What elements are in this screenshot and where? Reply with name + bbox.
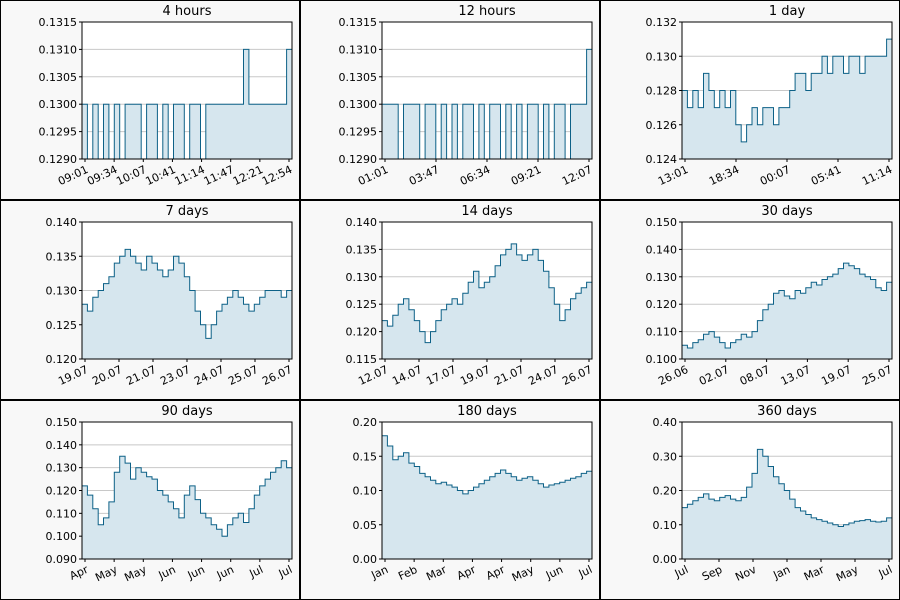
- y-tick-label: 0.128: [646, 85, 678, 98]
- y-tick-label: 0.120: [346, 326, 378, 339]
- chart-title: 30 days: [761, 204, 813, 219]
- chart-panel: 12 hours 0.1290 0.1295 0.1300 0.1305 0.1310 0.…: [300, 0, 600, 200]
- y-tick-label: 0.15: [353, 450, 378, 463]
- y-tick-label: 0.120: [46, 353, 78, 366]
- series-area: [682, 39, 892, 159]
- y-tick-label: 0.1300: [39, 98, 78, 111]
- series-line: [82, 455, 293, 537]
- y-tick-label: 0.130: [46, 285, 78, 298]
- chart-title: 180 days: [457, 404, 517, 419]
- y-tick-label: 0.1310: [339, 43, 378, 56]
- series-line: [382, 243, 593, 344]
- chart-title: 14 days: [461, 204, 513, 219]
- y-tick-label: 0.130: [46, 462, 78, 475]
- chart-title: 12 hours: [458, 4, 515, 19]
- y-tick-label: 0.124: [646, 153, 678, 166]
- y-tick-label: 0.110: [46, 507, 78, 520]
- y-tick-label: 0.125: [346, 298, 378, 311]
- series-area: [82, 249, 292, 359]
- y-tick-label: 0.140: [46, 439, 78, 452]
- y-tick-label: 0.110: [646, 326, 678, 339]
- y-tick-label: 0.140: [346, 216, 378, 229]
- y-tick-label: 0.115: [346, 353, 378, 366]
- x-tick-label: Jul: [576, 563, 594, 581]
- y-tick-label: 0.20: [653, 485, 678, 498]
- series-area: [382, 243, 592, 359]
- y-tick-label: 0.1305: [339, 71, 378, 84]
- y-tick-label: 0.1315: [39, 16, 78, 29]
- y-tick-label: 0.05: [353, 519, 378, 532]
- x-tick-label: Jul: [672, 563, 690, 581]
- y-tick-label: 0.100: [46, 530, 78, 543]
- series-area: [82, 456, 292, 559]
- chart-title: 7 days: [165, 204, 208, 219]
- chart-panel: 30 days0.1000.1100.1200.1300.1400.15026.…: [600, 200, 900, 400]
- series-area: [382, 49, 592, 159]
- y-tick-label: 0.150: [46, 416, 78, 429]
- y-tick-label: 0.1290: [339, 153, 378, 166]
- y-tick-label: 0.1290: [39, 153, 78, 166]
- y-tick-label: 0.1310: [39, 43, 78, 56]
- y-tick-label: 0.10: [653, 519, 678, 532]
- y-tick-label: 0.40: [653, 416, 678, 429]
- y-tick-label: 0.130: [346, 271, 378, 284]
- y-tick-label: 0.120: [46, 485, 78, 498]
- y-tick-label: 0.150: [646, 216, 678, 229]
- series-line: [682, 448, 893, 527]
- chart-panel: 14 days0.1150.1200.1250.1300.1350.14012.…: [300, 200, 600, 400]
- y-tick-label: 0.135: [46, 250, 78, 263]
- y-tick-label: 0.30: [653, 450, 678, 463]
- chart-title: 360 days: [757, 404, 817, 419]
- y-tick-label: 0.1305: [39, 71, 78, 84]
- chart-title: 4 hours: [163, 4, 212, 19]
- x-tick-label: Jul: [276, 563, 294, 581]
- y-tick-label: 0.10: [353, 485, 378, 498]
- series-line: [682, 38, 892, 143]
- series-line: [382, 435, 593, 495]
- y-tick-label: 0.120: [646, 298, 678, 311]
- chart-title: 1 day: [769, 4, 806, 19]
- y-tick-label: 0.1300: [339, 98, 378, 111]
- series-area: [682, 263, 892, 359]
- y-tick-label: 0.135: [346, 243, 378, 256]
- y-tick-label: 0.1295: [339, 126, 378, 139]
- chart-panel: 90 days 0.090 0.100 0.110 0.120 0.130 0.140 0.1…: [0, 400, 300, 600]
- y-tick-label: 0.00: [653, 553, 678, 566]
- y-tick-label: 0.132: [646, 16, 678, 29]
- chart-title: 90 days: [161, 404, 213, 419]
- y-tick-label: 0.130: [646, 50, 678, 63]
- series-area: [382, 435, 592, 559]
- series-area: [682, 449, 892, 559]
- x-tick-label: Jul: [876, 563, 894, 581]
- y-tick-label: 0.140: [646, 243, 678, 256]
- series-line: [82, 248, 293, 339]
- y-tick-label: 0.1315: [339, 16, 378, 29]
- chart-panel: 4 hours 0.1290 0.1295 0.1300 0.1305 0.1310 0.1…: [0, 0, 300, 200]
- y-tick-label: 0.130: [646, 271, 678, 284]
- y-tick-label: 0.126: [646, 119, 678, 132]
- series-line: [682, 262, 893, 349]
- series-area: [82, 49, 292, 159]
- y-tick-label: 0.125: [46, 319, 78, 332]
- y-tick-label: 0.00: [353, 553, 378, 566]
- y-tick-label: 0.090: [46, 553, 78, 566]
- y-tick-label: 0.140: [46, 216, 78, 229]
- y-tick-label: 0.100: [646, 353, 678, 366]
- y-tick-label: 0.20: [353, 416, 378, 429]
- y-tick-label: 0.1295: [39, 126, 78, 139]
- x-tick-label: Jul: [247, 563, 265, 581]
